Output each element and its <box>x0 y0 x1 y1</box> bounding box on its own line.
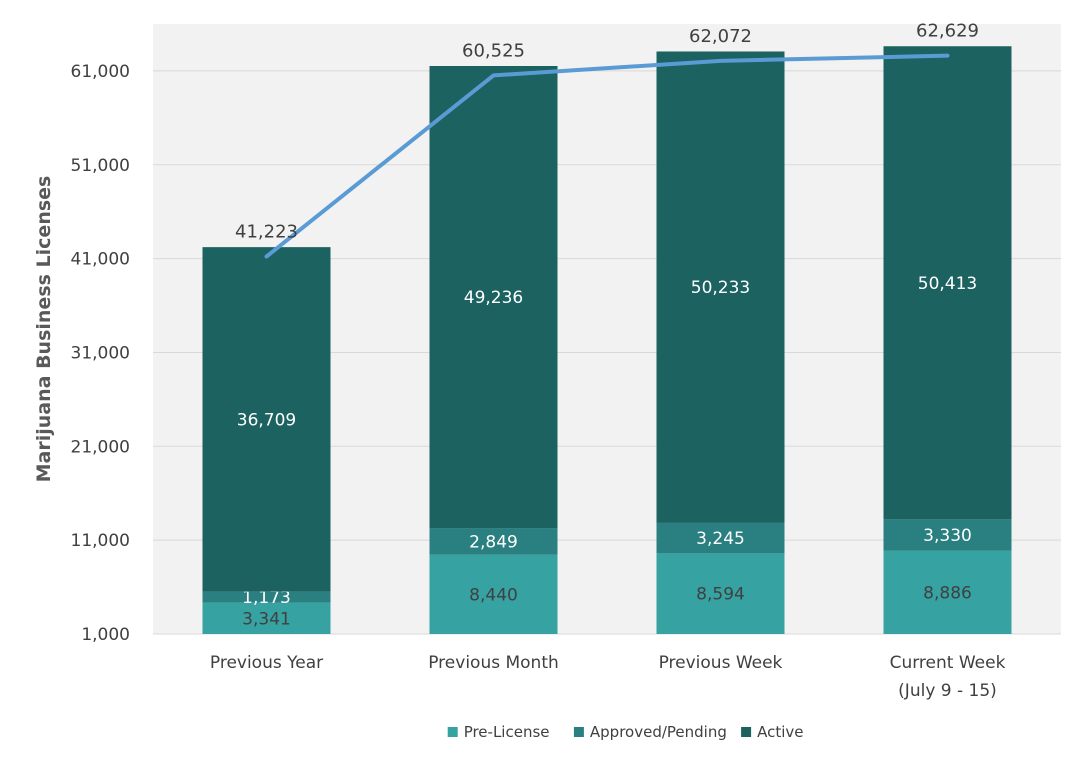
bar-segment <box>656 51 785 523</box>
data-label: 8,594 <box>696 585 745 605</box>
x-category-label: Previous Month <box>428 653 559 673</box>
bar-segment <box>429 65 558 529</box>
bar-segment <box>429 554 558 634</box>
data-label: 3,330 <box>923 526 972 546</box>
x-axis-categories: Previous Year Previous Month Previous Week… <box>210 653 1006 701</box>
x-category-label: (July 9 - 15) <box>898 681 997 701</box>
y-axis-title: Marijuana Business Licenses <box>33 176 55 483</box>
data-label: 8,886 <box>923 583 972 603</box>
data-label: 1,173 <box>242 588 291 608</box>
y-tick-label: 21,000 <box>71 437 130 457</box>
total-line: 41,223 60,525 62,072 62,629 <box>235 21 979 259</box>
x-category-label: Previous Year <box>210 653 323 673</box>
legend: Pre-License Approved/Pending Active <box>447 723 804 741</box>
x-category-label: Current Week <box>890 653 1006 673</box>
y-tick-label: 31,000 <box>71 343 130 363</box>
bar-segment <box>202 591 331 603</box>
y-tick-label: 41,000 <box>71 250 130 270</box>
legend-swatch <box>573 727 584 737</box>
bar-segment <box>883 46 1012 520</box>
data-label: 2,849 <box>469 532 518 552</box>
bar-segment <box>656 522 785 554</box>
legend-swatch <box>447 727 458 737</box>
legend-label: Approved/Pending <box>590 723 727 741</box>
y-tick-label: 11,000 <box>71 531 130 551</box>
data-label: 50,233 <box>691 278 750 298</box>
total-label: 62,629 <box>916 21 979 42</box>
legend-label: Pre-License <box>464 723 550 741</box>
bar-segment <box>202 247 331 592</box>
bar-segment <box>656 553 785 634</box>
data-label: 49,236 <box>464 288 523 308</box>
total-line-path <box>264 53 950 259</box>
legend-label: Active <box>757 723 803 741</box>
bar-segment <box>202 602 331 634</box>
y-tick-label: 51,000 <box>71 156 130 176</box>
data-label: 50,413 <box>918 274 977 294</box>
data-label: 3,245 <box>696 529 745 549</box>
data-label: 36,709 <box>237 410 296 430</box>
y-axis-ticks: 1,000 11,000 21,000 31,000 41,000 51,000 61,00… <box>71 62 130 645</box>
data-label: 8,440 <box>469 585 518 605</box>
bar-segment <box>883 550 1012 634</box>
data-label: 3,341 <box>242 609 291 629</box>
bar-segment <box>883 519 1012 551</box>
x-category-label: Previous Week <box>659 653 783 673</box>
total-label: 60,525 <box>462 40 525 61</box>
total-label: 62,072 <box>689 26 752 47</box>
y-tick-label: 1,000 <box>81 625 130 645</box>
bar-segment <box>429 528 558 555</box>
legend-swatch <box>741 727 752 737</box>
y-tick-label: 61,000 <box>71 62 130 82</box>
total-label: 41,223 <box>235 222 298 243</box>
